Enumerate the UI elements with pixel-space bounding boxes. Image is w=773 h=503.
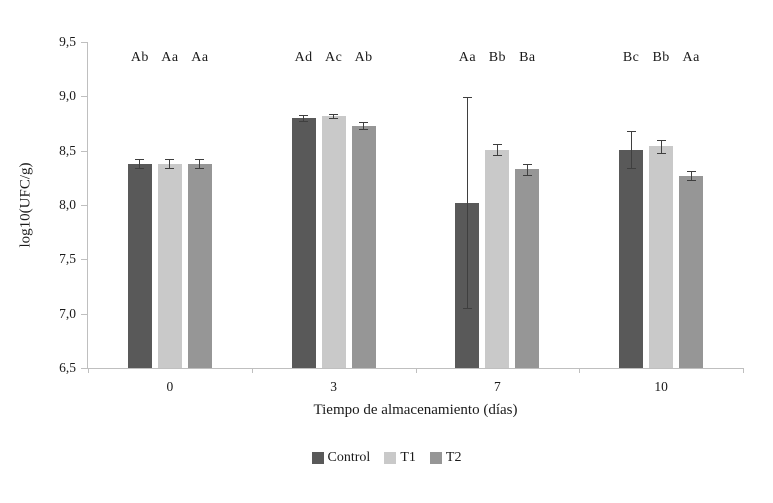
x-axis-line bbox=[87, 368, 743, 369]
y-tick-label: 7,5 bbox=[59, 251, 76, 267]
legend-marker-control bbox=[311, 452, 324, 464]
error-bar-cap-bottom-control-day-7 bbox=[462, 308, 472, 310]
error-bar-line-control-day-10 bbox=[630, 131, 632, 169]
bar-t1-day-7 bbox=[485, 149, 510, 368]
error-bar-cap-top-t2-day-0 bbox=[195, 159, 205, 161]
x-axis-tick bbox=[579, 368, 581, 373]
x-axis-tick bbox=[251, 368, 253, 373]
error-bar-cap-top-t1-day-0 bbox=[165, 159, 175, 161]
error-bar-line-t2-day-10 bbox=[690, 171, 692, 180]
sig-label-control-day-10: Bc bbox=[622, 50, 640, 65]
legend-item-t1: T1 bbox=[384, 450, 416, 466]
error-bar-line-t1-day-0 bbox=[169, 159, 171, 169]
bar-t2-day-3 bbox=[351, 125, 376, 368]
legend-marker-t1 bbox=[384, 452, 397, 464]
sig-label-t1-day-7: Bb bbox=[488, 50, 507, 65]
error-bar-cap-top-t2-day-10 bbox=[686, 171, 696, 173]
error-bar-line-t2-day-7 bbox=[526, 163, 528, 175]
bar-control-day-0 bbox=[127, 163, 152, 368]
legend-marker-t2 bbox=[429, 452, 442, 464]
bar-t1-day-10 bbox=[649, 146, 674, 368]
error-bar-line-t2-day-0 bbox=[199, 159, 201, 169]
error-bar-line-control-day-0 bbox=[139, 159, 141, 169]
x-tick-label: 0 bbox=[166, 379, 174, 394]
y-axis-tick bbox=[81, 259, 87, 261]
sig-label-control-day-3: Ad bbox=[294, 50, 313, 65]
x-axis-title: Tiempo de almacenamiento (días) bbox=[313, 402, 518, 418]
error-bar-cap-bottom-t1-day-10 bbox=[656, 152, 666, 154]
legend: Control T1 T2 bbox=[0, 450, 773, 466]
y-tick-label: 9,5 bbox=[59, 34, 76, 49]
error-bar-cap-top-t2-day-7 bbox=[522, 163, 532, 165]
error-bar-cap-bottom-t1-day-7 bbox=[492, 155, 502, 156]
error-bar-cap-top-t1-day-7 bbox=[492, 144, 502, 146]
error-bar-cap-bottom-t2-day-3 bbox=[359, 128, 369, 130]
error-bar-cap-top-control-day-0 bbox=[135, 159, 145, 161]
sig-label-t1-day-0: Aa bbox=[161, 50, 179, 65]
sig-label-t2-day-0: Aa bbox=[191, 50, 209, 65]
error-bar-cap-top-t1-day-10 bbox=[656, 139, 666, 141]
legend-label-t2: T2 bbox=[445, 450, 462, 465]
y-axis-tick bbox=[81, 96, 87, 98]
legend-item-t2: T2 bbox=[429, 450, 462, 466]
bar-t1-day-0 bbox=[157, 163, 182, 368]
y-tick-label: 8,0 bbox=[59, 197, 76, 212]
plot-area: 6,5 7,0 7,5 8,0 8,5 9,0 9,5 0 Ab Aa Aa 3 Ad Ac Ab 7 Aa Bb… bbox=[59, 34, 744, 394]
error-bar-line-t2-day-3 bbox=[363, 122, 365, 129]
x-axis-tick bbox=[415, 368, 417, 373]
bar-t2-day-10 bbox=[679, 175, 704, 368]
error-bar-cap-bottom-control-day-3 bbox=[299, 121, 309, 123]
sig-label-t1-day-10: Bb bbox=[652, 50, 670, 65]
sig-label-control-day-0: Ab bbox=[130, 50, 149, 65]
error-bar-cap-bottom-control-day-10 bbox=[626, 168, 636, 170]
x-axis-tick bbox=[88, 368, 89, 373]
error-bar-line-control-day-7 bbox=[466, 97, 468, 309]
bar-t2-day-7 bbox=[515, 169, 540, 368]
error-bar-cap-top-t1-day-3 bbox=[329, 113, 339, 115]
sig-label-t2-day-3: Ab bbox=[354, 50, 373, 65]
error-bar-line-control-day-3 bbox=[303, 114, 305, 122]
bar-control-day-3 bbox=[291, 118, 316, 368]
error-bar-cap-bottom-control-day-0 bbox=[135, 168, 145, 170]
sig-label-control-day-7: Aa bbox=[458, 50, 477, 65]
y-tick-label: 6,5 bbox=[59, 360, 76, 375]
error-bar-cap-top-control-day-3 bbox=[299, 114, 309, 116]
y-tick-label: 9,0 bbox=[59, 88, 76, 104]
y-tick-label: 8,5 bbox=[59, 142, 76, 158]
y-axis-line bbox=[87, 42, 88, 368]
bar-t2-day-0 bbox=[187, 163, 212, 368]
y-axis-tick bbox=[81, 368, 87, 369]
bar-control-day-10 bbox=[619, 149, 644, 368]
y-axis-tick bbox=[81, 42, 87, 43]
error-bar-cap-bottom-t2-day-0 bbox=[195, 168, 205, 170]
error-bar-line-t1-day-10 bbox=[660, 139, 662, 153]
y-axis-tick bbox=[81, 313, 87, 315]
sig-label-t2-day-10: Aa bbox=[682, 50, 700, 65]
sig-label-t1-day-3: Ac bbox=[324, 50, 343, 65]
error-bar-cap-top-control-day-10 bbox=[626, 131, 636, 133]
sig-label-t2-day-7: Ba bbox=[519, 50, 536, 65]
legend-label-t1: T1 bbox=[400, 450, 416, 465]
error-bar-cap-top-control-day-7 bbox=[462, 97, 472, 99]
y-axis-tick bbox=[81, 150, 87, 152]
error-bar-cap-bottom-t1-day-3 bbox=[329, 118, 339, 120]
error-bar-line-t1-day-7 bbox=[496, 144, 498, 155]
x-axis-tick bbox=[743, 368, 744, 373]
y-tick-label: 7,0 bbox=[59, 305, 76, 321]
legend-label-control: Control bbox=[327, 450, 371, 465]
x-tick-label: 10 bbox=[654, 379, 668, 394]
legend-item-control: Control bbox=[311, 450, 371, 466]
x-tick-label: 7 bbox=[494, 379, 501, 394]
error-bar-cap-bottom-t2-day-10 bbox=[686, 180, 696, 181]
bar-t1-day-3 bbox=[321, 115, 346, 368]
error-bar-line-t1-day-3 bbox=[333, 113, 335, 119]
error-bar-cap-bottom-t2-day-7 bbox=[522, 174, 532, 176]
error-bar-cap-top-t2-day-3 bbox=[359, 122, 369, 124]
error-bar-cap-bottom-t1-day-0 bbox=[165, 168, 175, 170]
y-axis-tick bbox=[81, 205, 87, 206]
x-tick-label: 3 bbox=[330, 379, 337, 394]
